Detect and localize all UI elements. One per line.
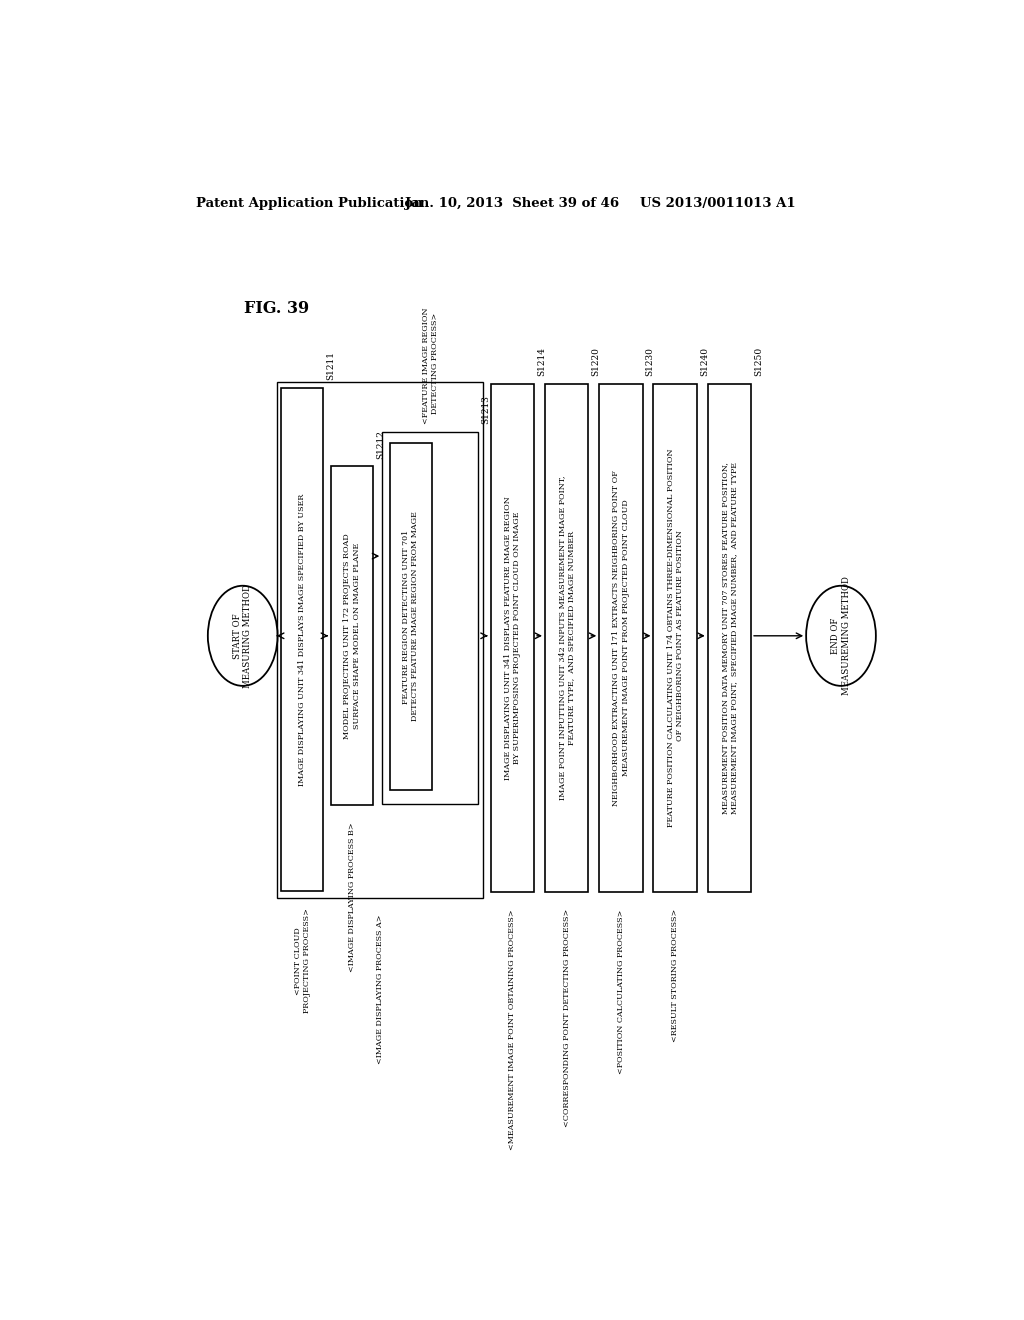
Text: FEATURE POSITION CALCULATING UNIT 174 OBTAINS THREE-DIMENSIONAL POSITION
  OF NE: FEATURE POSITION CALCULATING UNIT 174 OB… [667, 449, 684, 828]
Text: <POSITION CALCULATING PROCESS>: <POSITION CALCULATING PROCESS> [616, 909, 625, 1073]
Text: FIG. 39: FIG. 39 [245, 300, 309, 317]
Text: <POINT CLOUD
PROJECTING PROCESS>: <POINT CLOUD PROJECTING PROCESS> [294, 908, 311, 1014]
Text: NEIGHBORHOOD EXTRACTING UNIT 171 EXTRACTS NEIGHBORING POINT OF
MEASUREMENT IMAGE: NEIGHBORHOOD EXTRACTING UNIT 171 EXTRACT… [612, 470, 630, 807]
Text: IMAGE DISPLAYING UNIT 341 DISPLAYS FEATURE IMAGE REGION
BY SUPERIMPOSING PROJECT: IMAGE DISPLAYING UNIT 341 DISPLAYS FEATU… [504, 496, 521, 780]
Bar [276, 381, 483, 898]
Bar [653, 384, 697, 892]
Bar [490, 384, 535, 892]
Text: START OF
MEASURING METHOD: START OF MEASURING METHOD [233, 583, 252, 688]
Text: US 2013/0011013 A1: US 2013/0011013 A1 [640, 197, 795, 210]
Text: <FEATURE IMAGE REGION
  DETECTING PROCESS>: <FEATURE IMAGE REGION DETECTING PROCESS> [422, 308, 439, 424]
Bar [545, 384, 589, 892]
Bar [708, 384, 751, 892]
Text: S1240: S1240 [700, 347, 709, 376]
Text: MEASUREMENT POSITION DATA MEMORY UNIT 707 STORES FEATURE POSITION,
MEASUREMENT I: MEASUREMENT POSITION DATA MEMORY UNIT 70… [721, 462, 738, 814]
Text: MODEL PROJECTING UNIT 172 PROJECTS ROAD
SURFACE SHAPE MODEL ON IMAGE PLANE: MODEL PROJECTING UNIT 172 PROJECTS ROAD … [343, 533, 360, 739]
Text: S1220: S1220 [592, 347, 600, 376]
Bar [382, 432, 478, 804]
Text: <MEASUREMENT IMAGE POINT OBTAINING PROCESS>: <MEASUREMENT IMAGE POINT OBTAINING PROCE… [508, 909, 516, 1150]
Text: IMAGE DISPLAYING UNIT 341 DISPLAYS IMAGE SPECIFIED BY USER: IMAGE DISPLAYING UNIT 341 DISPLAYS IMAGE… [298, 494, 306, 785]
Text: S1230: S1230 [646, 347, 654, 376]
Text: <RESULT STORING PROCESS>: <RESULT STORING PROCESS> [671, 909, 679, 1043]
Text: END OF
MEASUREMING METHOD: END OF MEASUREMING METHOD [831, 577, 851, 696]
Text: <IMAGE DISPLAYING PROCESS B>: <IMAGE DISPLAYING PROCESS B> [348, 822, 356, 972]
Text: Patent Application Publication: Patent Application Publication [197, 197, 423, 210]
Text: IMAGE POINT INPUTTING UNIT 342 INPUTS MEASUREMENT IMAGE POINT,
FEATURE TYPE,  AN: IMAGE POINT INPUTTING UNIT 342 INPUTS ME… [558, 477, 575, 800]
Text: FEATURE REGION DETECTING UNIT 701
DETECTS FEATURE IMAGE REGION FROM MAGE: FEATURE REGION DETECTING UNIT 701 DETECT… [402, 512, 420, 722]
Bar [599, 384, 643, 892]
Text: Jan. 10, 2013  Sheet 39 of 46: Jan. 10, 2013 Sheet 39 of 46 [406, 197, 620, 210]
Text: S1213: S1213 [481, 395, 490, 424]
Bar [390, 444, 432, 789]
Text: <IMAGE DISPLAYING PROCESS A>: <IMAGE DISPLAYING PROCESS A> [376, 915, 384, 1064]
Text: S1214: S1214 [538, 347, 546, 376]
Text: S1250: S1250 [755, 347, 763, 376]
Text: <CORRESPONDING POINT DETECTING PROCESS>: <CORRESPONDING POINT DETECTING PROCESS> [562, 909, 570, 1127]
Text: S1211: S1211 [327, 351, 336, 380]
Bar [282, 388, 324, 891]
Text: S1212: S1212 [376, 430, 385, 459]
Bar [331, 466, 373, 805]
